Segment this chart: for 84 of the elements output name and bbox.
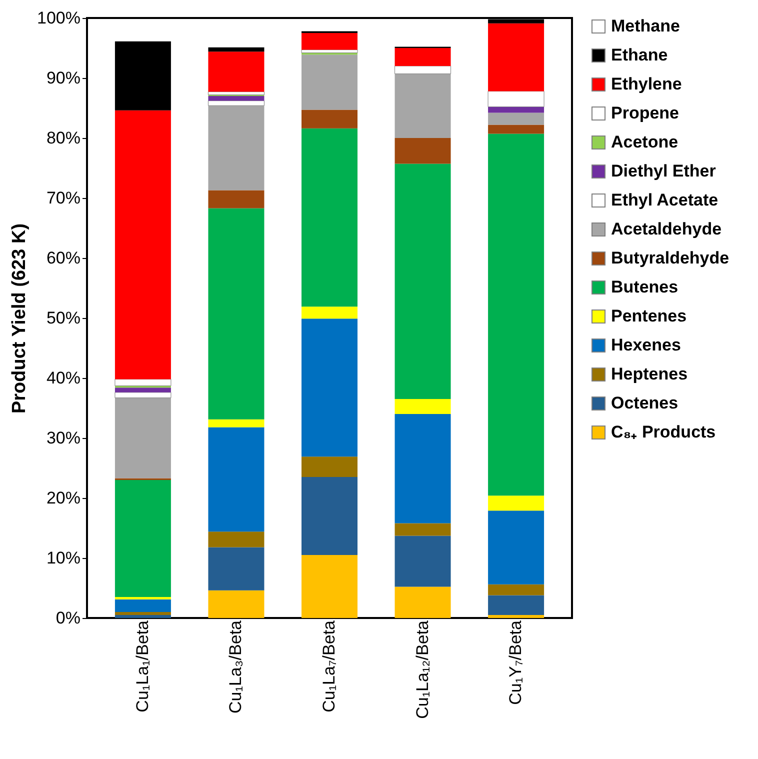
bar bbox=[114, 388, 171, 392]
bar bbox=[488, 584, 544, 596]
bar bbox=[394, 138, 451, 164]
bar bbox=[488, 106, 544, 113]
bar bbox=[114, 599, 171, 612]
y-tick-label: 100% bbox=[37, 8, 80, 28]
legend-label: C₈₊ Products bbox=[611, 422, 716, 442]
y-axis-title: Product Yield (623 K) bbox=[9, 223, 30, 414]
legend-label: Butenes bbox=[611, 278, 678, 296]
legend-label: Acetone bbox=[611, 132, 678, 152]
bar bbox=[488, 595, 544, 615]
bar bbox=[208, 52, 264, 92]
legend-label: Propene bbox=[611, 104, 680, 122]
bar bbox=[302, 477, 358, 555]
bar bbox=[208, 100, 264, 106]
y-tick-label: 10% bbox=[46, 548, 80, 568]
bar bbox=[208, 427, 264, 532]
bar bbox=[302, 306, 358, 319]
bar bbox=[208, 419, 264, 428]
bar bbox=[394, 74, 451, 138]
bar bbox=[208, 547, 264, 590]
bar bbox=[488, 134, 544, 496]
bar bbox=[394, 48, 451, 66]
bar bbox=[488, 90, 544, 108]
bar bbox=[488, 496, 544, 511]
legend-label: Octenes bbox=[611, 394, 678, 412]
x-tick-label: Cu₁La₁₂/Beta bbox=[412, 620, 432, 719]
bar bbox=[488, 124, 544, 134]
bar bbox=[302, 128, 358, 307]
bar bbox=[208, 106, 264, 190]
bar bbox=[302, 110, 358, 128]
y-tick-label: 50% bbox=[46, 308, 80, 328]
y-tick-label: 30% bbox=[46, 428, 80, 448]
bar bbox=[114, 612, 171, 615]
legend-label: Acetaldehyde bbox=[611, 220, 722, 238]
bar bbox=[114, 398, 171, 478]
bar bbox=[488, 510, 544, 584]
y-tick-label: 20% bbox=[46, 488, 80, 508]
bar bbox=[208, 590, 264, 618]
legend-label: Ethyl Acetate bbox=[611, 190, 718, 210]
bar bbox=[114, 378, 172, 386]
bar bbox=[394, 536, 451, 587]
x-tick-label: Cu₁La₁/Beta bbox=[132, 620, 152, 712]
bar bbox=[208, 208, 264, 420]
bar bbox=[394, 523, 451, 536]
y-tick-label: 0% bbox=[56, 608, 80, 628]
bar bbox=[208, 96, 264, 101]
legend-label: Butyraldehyde bbox=[611, 248, 730, 268]
bar bbox=[114, 480, 171, 597]
y-tick-label: 60% bbox=[46, 248, 80, 268]
x-tick-label: Cu₁Y₇/Beta bbox=[506, 620, 526, 705]
legend-label: Diethyl Ether bbox=[611, 162, 716, 180]
bar bbox=[302, 555, 358, 618]
bar bbox=[302, 318, 358, 457]
y-tick-label: 90% bbox=[46, 68, 80, 88]
legend-label: Pentenes bbox=[611, 306, 687, 326]
x-tick-label: Cu₁La₇/Beta bbox=[320, 620, 338, 712]
legend-label: Ethylene bbox=[611, 74, 682, 94]
bar bbox=[394, 414, 451, 524]
legend-label: Ethane bbox=[611, 46, 668, 64]
bar bbox=[394, 164, 451, 399]
bar bbox=[114, 615, 171, 618]
x-tick-label: Cu₁La₃/Beta bbox=[226, 620, 246, 714]
bar bbox=[302, 33, 358, 50]
bar bbox=[488, 112, 544, 125]
y-tick-label: 80% bbox=[46, 128, 80, 148]
bar bbox=[114, 41, 171, 110]
bar bbox=[302, 54, 358, 110]
legend-label: Methane bbox=[611, 16, 680, 36]
bar bbox=[488, 23, 544, 92]
bar bbox=[488, 615, 544, 618]
legend-label: Heptenes bbox=[611, 364, 688, 384]
y-tick-label: 40% bbox=[46, 368, 80, 388]
bar bbox=[394, 66, 452, 74]
bar bbox=[114, 110, 171, 380]
bar bbox=[394, 399, 451, 414]
bar bbox=[114, 392, 172, 398]
bar bbox=[394, 586, 451, 618]
y-tick-label: 70% bbox=[46, 188, 80, 208]
legend-label: Hexenes bbox=[611, 336, 681, 354]
bar bbox=[208, 190, 264, 208]
bar bbox=[208, 532, 264, 548]
bar bbox=[208, 47, 264, 52]
bar bbox=[302, 456, 358, 477]
